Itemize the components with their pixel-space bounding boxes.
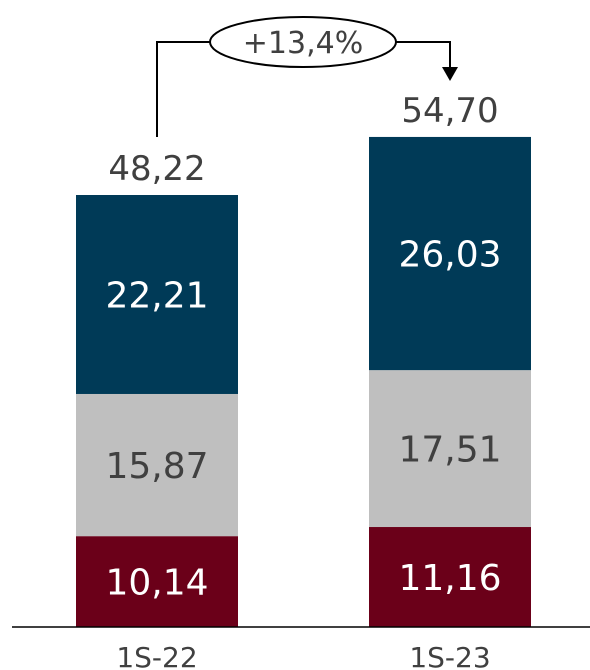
bar-segment-middle-1 — [76, 393, 238, 537]
value-label-segment-bottom-2: 11,16 — [398, 558, 501, 599]
total-label-2: 54,70 — [401, 91, 498, 131]
x-tick-label-1: 1S-22 — [116, 641, 197, 670]
growth-label: +13,4% — [243, 26, 363, 61]
bar-segment-bottom-2 — [369, 527, 531, 627]
value-label-segment-middle-2: 17,51 — [398, 430, 501, 471]
growth-arrow-head — [442, 66, 458, 81]
bar-segment-top-2 — [369, 136, 531, 371]
x-tick-label-2: 1S-23 — [409, 641, 490, 670]
bar-segment-top-1 — [76, 195, 238, 394]
growth-connector-right — [396, 41, 451, 71]
value-label-segment-top-1: 22,21 — [105, 275, 208, 316]
bar-segment-middle-2 — [369, 370, 531, 528]
value-label-segment-top-2: 26,03 — [398, 235, 501, 276]
bars-group — [76, 136, 531, 627]
total-label-1: 48,22 — [108, 149, 205, 189]
growth-connector-left — [156, 41, 212, 137]
labels-group: 10,14 15,87 22,21 48,22 11,16 17,51 26,03 54,70 — [105, 91, 501, 604]
growth-annotation: +13,4% — [156, 16, 458, 137]
bar-segment-bottom-1 — [76, 536, 238, 627]
value-label-segment-middle-1: 15,87 — [105, 446, 208, 487]
growth-badge — [209, 16, 397, 68]
x-tick-labels: 1S-22 1S-23 — [116, 641, 490, 670]
value-label-segment-bottom-1: 10,14 — [105, 563, 208, 604]
